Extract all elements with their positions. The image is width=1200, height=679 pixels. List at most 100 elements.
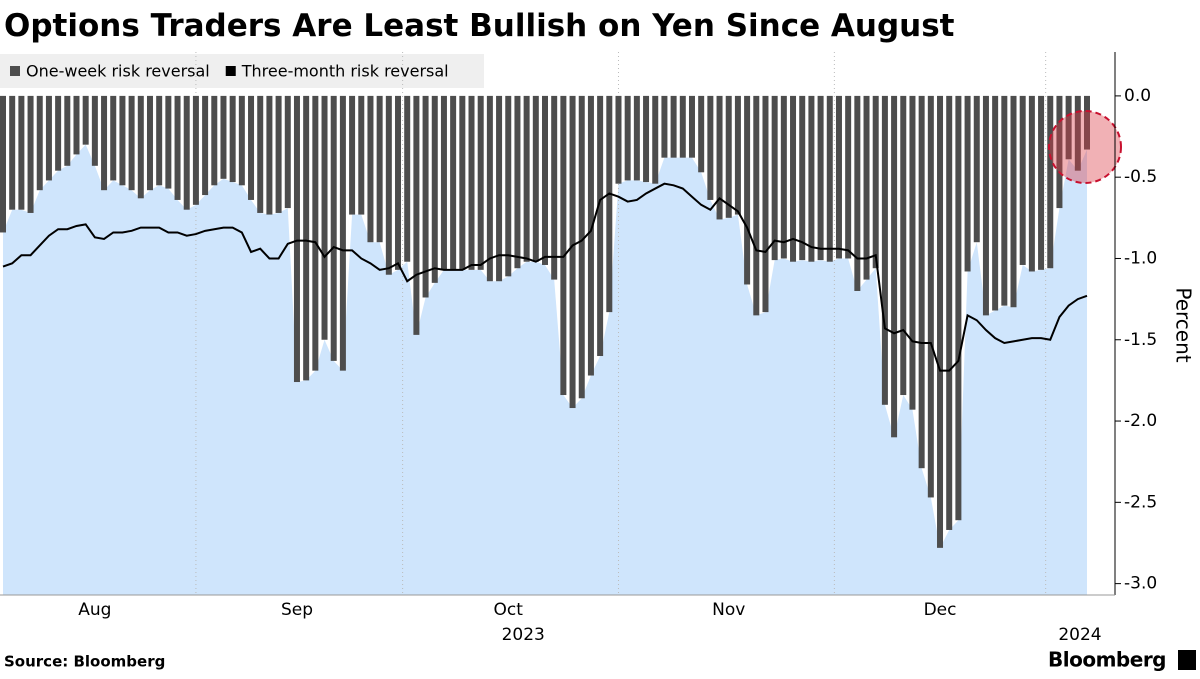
bar (284, 95, 291, 209)
bar (55, 95, 62, 171)
bar (367, 95, 374, 243)
bar (661, 95, 668, 158)
bar (220, 95, 227, 179)
bar (909, 95, 916, 410)
bar (183, 95, 190, 210)
bar (587, 95, 594, 376)
bar (606, 95, 613, 313)
bar (835, 95, 842, 259)
legend-label: Three-month risk reversal (241, 62, 449, 81)
bar (165, 95, 172, 189)
bar (955, 95, 962, 521)
bar (174, 95, 181, 200)
bar (863, 95, 870, 280)
bar (404, 95, 411, 262)
bar (688, 95, 695, 158)
bar (578, 95, 585, 399)
bar (376, 95, 383, 243)
bar (238, 95, 245, 186)
x-year-label: 2023 (502, 625, 545, 645)
bar (560, 95, 567, 396)
bar (643, 95, 650, 183)
bar (257, 95, 264, 213)
chart-title: Options Traders Are Least Bullish on Yen… (4, 8, 955, 44)
bar (826, 95, 833, 262)
y-tick-label: -2.5 (1124, 492, 1157, 512)
bar (790, 95, 797, 262)
bar (670, 95, 677, 158)
bar (633, 95, 640, 181)
bar (413, 95, 420, 335)
bar (523, 95, 530, 262)
bar (385, 95, 392, 275)
x-tick-label: Oct (494, 600, 524, 620)
bar (45, 95, 52, 181)
bar (1084, 95, 1090, 150)
bar (1047, 95, 1054, 269)
x-tick-label: Nov (712, 600, 745, 620)
x-tick-label: Sep (281, 600, 313, 620)
bar (91, 95, 98, 166)
bar (992, 95, 999, 311)
bar (330, 95, 337, 361)
bar (146, 95, 153, 191)
bar (624, 95, 631, 181)
y-tick-label: -1.0 (1124, 248, 1157, 268)
bar (964, 95, 971, 272)
line (2, 182, 1088, 372)
bar (303, 95, 310, 381)
bar (817, 95, 824, 261)
source: Source: Bloomberg (4, 653, 165, 671)
bar (946, 95, 953, 530)
bar (440, 95, 447, 270)
legend-label: One-week risk reversal (26, 62, 210, 81)
bar (505, 95, 512, 277)
bar (339, 95, 346, 371)
bar (937, 95, 944, 548)
bar (110, 95, 117, 181)
bar (881, 95, 888, 405)
bar (36, 95, 43, 191)
bar (459, 95, 466, 270)
bar (82, 95, 89, 145)
bar (1010, 95, 1017, 308)
bar (486, 95, 493, 282)
brand-icon (1178, 650, 1196, 670)
bar (982, 95, 989, 316)
y-tick-label: -3.0 (1124, 574, 1157, 594)
bar (891, 95, 898, 438)
bar (431, 95, 438, 283)
y-tick-label: -2.0 (1124, 411, 1157, 431)
bar (569, 95, 576, 409)
bar (321, 95, 328, 340)
bar (128, 95, 135, 191)
bar (1074, 95, 1081, 171)
bar (900, 95, 907, 396)
bar (918, 95, 925, 469)
bar (0, 95, 6, 233)
bar (275, 95, 282, 213)
bar (1038, 95, 1045, 270)
bar (542, 95, 548, 265)
bar (229, 95, 236, 183)
bar (293, 95, 300, 383)
bar (716, 95, 723, 220)
bar (753, 95, 760, 316)
bar (202, 95, 209, 196)
bar (395, 95, 402, 270)
bar (514, 95, 521, 269)
bar (1056, 95, 1063, 209)
bar (845, 95, 852, 259)
bar (137, 95, 144, 199)
bar (707, 95, 714, 200)
bar (679, 95, 686, 158)
area (3, 144, 1087, 595)
bar (211, 95, 218, 186)
bar (854, 95, 861, 291)
bar (450, 95, 457, 270)
bar (18, 95, 25, 210)
y-tick-label: -1.5 (1124, 330, 1157, 350)
bar (349, 95, 356, 215)
bar (266, 95, 273, 215)
